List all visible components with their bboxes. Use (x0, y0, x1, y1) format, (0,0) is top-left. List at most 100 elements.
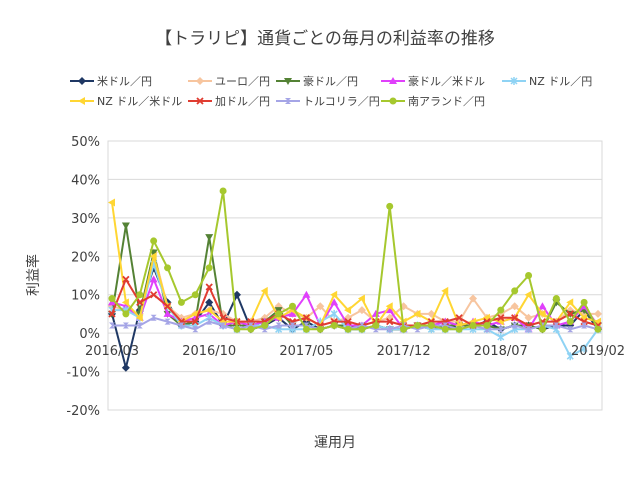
data-point (469, 294, 478, 303)
data-point (191, 291, 199, 299)
data-point (386, 202, 394, 210)
data-point (122, 275, 130, 283)
data-point (108, 310, 116, 318)
data-point (164, 264, 172, 272)
data-point (289, 322, 296, 329)
x-tick-label: 2016/03 (85, 344, 139, 359)
data-point (109, 322, 115, 329)
legend-label: 米ドル／円 (97, 75, 152, 88)
data-point (219, 314, 227, 322)
data-point (121, 222, 130, 230)
data-point (232, 290, 241, 299)
y-tick-labels: -20% -10% 0% 10% 20% 30% 40% 50% (66, 135, 100, 419)
data-point (122, 310, 130, 318)
x-axis-label: 運用月 (314, 435, 356, 451)
data-point (136, 291, 144, 299)
data-point (358, 325, 366, 333)
data-point (205, 283, 213, 291)
legend-marker (389, 97, 397, 105)
data-point (205, 298, 214, 307)
data-point (316, 302, 325, 311)
data-point (566, 298, 574, 307)
legend-label: 加ドル／円 (215, 95, 270, 108)
legend-marker (78, 77, 86, 85)
y-tick-label: -20% (66, 404, 100, 419)
legend-label: NZ ドル／円 (529, 75, 592, 88)
data-point (150, 237, 158, 245)
data-point (302, 290, 311, 298)
data-point (247, 325, 255, 333)
data-point (497, 332, 505, 341)
data-point (538, 309, 546, 318)
x-tick-label: 2017/12 (377, 344, 431, 359)
data-point (552, 295, 560, 303)
legend-label: トルコリラ／円 (303, 95, 380, 108)
data-point (316, 325, 324, 333)
data-point (150, 291, 158, 299)
legend-item: ユーロ／円 (188, 75, 270, 88)
data-point (455, 325, 463, 333)
data-point (566, 352, 574, 361)
data-point (121, 363, 130, 372)
y-tick-label: 40% (71, 173, 100, 188)
data-point (163, 309, 172, 317)
data-point (163, 302, 172, 310)
data-point (566, 318, 574, 326)
data-point (594, 309, 602, 318)
legend-item: 米ドル／円 (70, 75, 152, 88)
data-point (164, 318, 171, 325)
legend-marker (510, 77, 518, 85)
data-point (525, 326, 532, 333)
data-point (136, 322, 143, 329)
legend-label: 豪ドル／円 (303, 74, 358, 88)
data-point (275, 310, 283, 318)
data-point (538, 302, 547, 310)
data-point (177, 317, 186, 326)
legend-item: 加ドル／円 (188, 95, 270, 108)
legend-marker (78, 97, 85, 105)
legend-item: 南アランド／円 (381, 95, 485, 108)
chart-title: 【トラリピ】通貨ごとの毎月の利益率の推移 (155, 29, 495, 49)
data-point (288, 317, 297, 326)
data-point (594, 325, 602, 333)
legend-item: 豪ドル／米ドル (381, 74, 485, 88)
data-point (233, 325, 241, 333)
data-point (330, 298, 339, 306)
data-point (136, 298, 144, 307)
data-point (386, 317, 394, 326)
legend: 米ドル／円 ユーロ／円 豪ドル／円 豪ドル／米ドル NZ ドル／円 NZ ドル／米ドル 加ド… (70, 74, 592, 108)
data-point (413, 321, 421, 329)
data-point (511, 314, 519, 322)
legend-marker (285, 98, 291, 104)
legend-marker (196, 97, 204, 105)
data-point (108, 295, 116, 303)
data-point (261, 321, 269, 329)
data-point (483, 321, 491, 329)
data-point (497, 314, 505, 322)
data-point (552, 317, 560, 326)
legend-item: NZ ドル／米ドル (70, 95, 182, 108)
y-tick-label: 10% (71, 289, 100, 304)
data-point (206, 318, 213, 325)
data-point (511, 322, 518, 329)
data-point (525, 272, 533, 279)
data-point (191, 317, 199, 326)
data-point (580, 298, 588, 306)
data-point (580, 344, 588, 353)
y-axis-label: 利益率 (25, 254, 42, 296)
data-point (205, 264, 213, 272)
legend-label: 豪ドル／米ドル (408, 74, 485, 88)
data-point (581, 322, 588, 329)
data-point (192, 326, 199, 333)
data-point (400, 325, 408, 333)
data-point (497, 326, 504, 333)
legend-marker (389, 77, 397, 84)
data-point (441, 317, 449, 326)
data-point (553, 322, 560, 329)
data-point (149, 252, 157, 261)
y-tick-label: 0% (79, 327, 100, 342)
data-point (524, 321, 533, 330)
series-line (112, 316, 599, 331)
